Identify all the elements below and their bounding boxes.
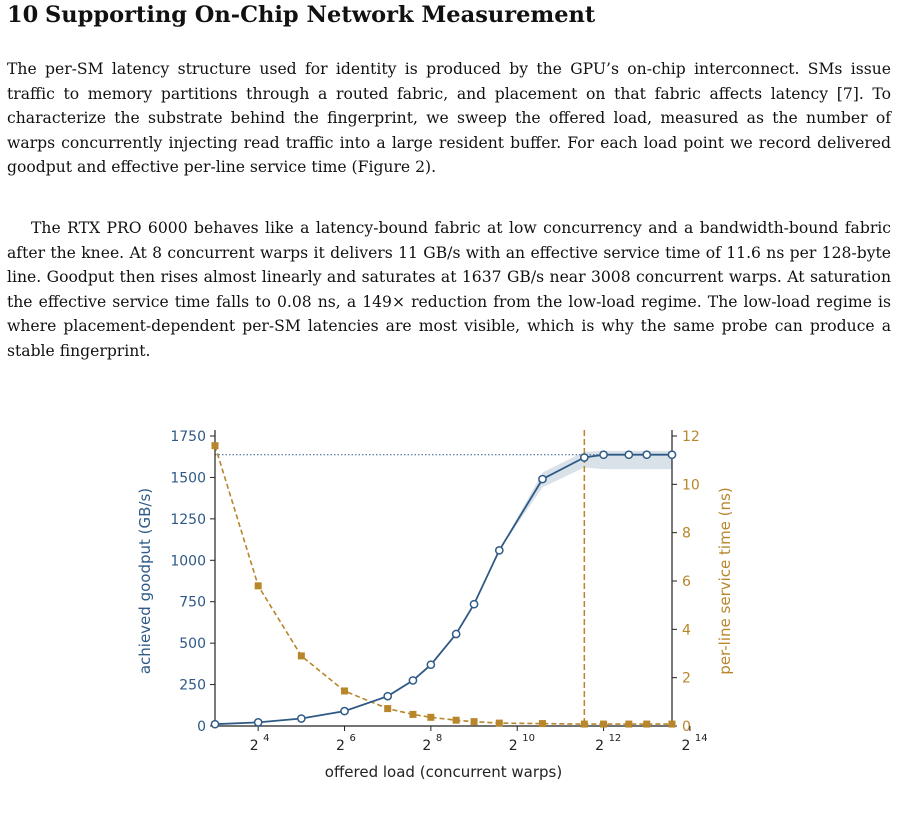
service-time-point	[643, 720, 651, 728]
service-time-point	[211, 442, 219, 450]
section-title: Supporting On-Chip Network Measurement	[45, 2, 596, 28]
goodput-point	[624, 450, 634, 460]
y-left-tick-label: 1250	[170, 512, 206, 528]
goodput-point	[253, 718, 263, 727]
x-tick-label: 2	[336, 738, 345, 754]
goodput-point	[538, 474, 547, 484]
x-tick-exponent: 12	[609, 733, 622, 744]
service-time-point	[580, 720, 588, 728]
service-time-point	[470, 718, 478, 726]
y-right-tick-label: 0	[682, 719, 691, 735]
x-tick-label: 2	[595, 738, 604, 754]
goodput-point	[296, 714, 306, 723]
goodput-point	[383, 691, 393, 701]
x-tick-label: 2	[509, 738, 518, 754]
x-tick-exponent: 4	[263, 733, 269, 744]
section-number: 10	[7, 2, 39, 28]
x-tick-exponent: 8	[436, 733, 442, 744]
y-left-tick-label: 250	[179, 678, 206, 694]
y-right-axis-label: per-line service time (ns)	[716, 487, 734, 674]
y-right-tick-label: 10	[682, 477, 700, 493]
paragraph-1: The per-SM latency structure used for id…	[7, 60, 891, 176]
y-left-tick-label: 0	[197, 719, 206, 735]
paragraph-2: The RTX PRO 6000 behaves like a latency-…	[7, 219, 891, 360]
service-time-point	[254, 582, 262, 590]
goodput-band	[215, 450, 672, 725]
service-time-point	[297, 652, 305, 660]
goodput-point	[667, 450, 677, 460]
service-time-point	[600, 720, 608, 728]
goodput-point	[426, 660, 436, 670]
x-tick-exponent: 14	[695, 733, 708, 744]
goodput-point	[642, 450, 652, 460]
y-right-tick-label: 6	[682, 574, 691, 590]
section-heading: 10 Supporting On-Chip Network Measurement	[7, 2, 595, 28]
x-tick-exponent: 6	[350, 733, 356, 744]
y-right-tick-label: 8	[682, 526, 691, 542]
goodput-point	[469, 599, 479, 609]
service-time-point	[341, 687, 349, 695]
y-right-tick-label: 4	[682, 622, 691, 638]
x-tick-label: 2	[681, 738, 690, 754]
y-right-tick-label: 12	[682, 429, 700, 445]
y-left-axis-label: achieved goodput (GB/s)	[136, 488, 154, 674]
service-time-point	[384, 705, 392, 713]
goodput-point	[579, 453, 589, 462]
y-left-tick-label: 500	[179, 636, 206, 652]
service-time-point	[538, 720, 546, 728]
service-time-point	[452, 716, 460, 724]
y-left-tick-label: 750	[179, 595, 206, 611]
x-tick-exponent: 10	[522, 733, 535, 744]
goodput-point	[340, 706, 349, 716]
y-left-tick-label: 1000	[170, 553, 206, 569]
x-tick-label: 2	[422, 738, 431, 754]
goodput-point	[494, 545, 504, 555]
goodput-line	[214, 453, 672, 726]
x-tick-label: 2	[250, 738, 259, 754]
service-time-point	[495, 719, 503, 727]
goodput-point	[408, 676, 418, 685]
service-time-point	[409, 710, 417, 718]
y-right-tick-label: 2	[682, 671, 691, 687]
x-axis-label: offered load (concurrent warps)	[325, 763, 562, 781]
goodput-point	[451, 629, 461, 639]
service-time-point	[625, 720, 633, 728]
service-time-point	[427, 713, 435, 721]
y-left-tick-label: 1500	[170, 470, 206, 486]
goodput-point	[210, 719, 220, 729]
service-time-point	[668, 720, 676, 728]
service-time-line	[214, 445, 672, 725]
goodput-point	[599, 450, 608, 460]
y-left-tick-label: 1750	[170, 429, 206, 445]
